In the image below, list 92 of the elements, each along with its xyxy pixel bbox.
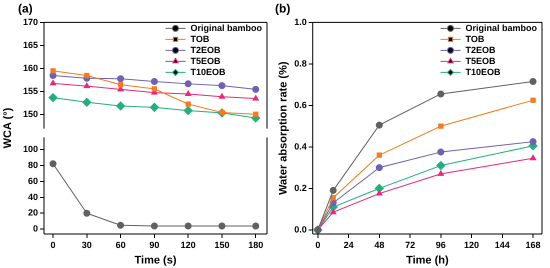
x-tick-label: 96: [436, 240, 446, 250]
y-tick-label: 80: [28, 160, 38, 170]
x-tick-label: 48: [374, 240, 384, 250]
point: [184, 106, 193, 116]
x-tick-label: 0: [50, 240, 56, 250]
chart-title: (a): [18, 2, 33, 16]
point: [437, 90, 444, 98]
x-tick-label: 120: [464, 240, 480, 250]
point: [116, 101, 126, 110]
point: [330, 208, 336, 214]
point: [48, 93, 58, 102]
y-tick-label: 0.0: [294, 224, 307, 234]
x-tick-label: 90: [149, 240, 160, 250]
legend-label: T10EOB: [465, 66, 502, 77]
point: [84, 72, 90, 78]
point: [252, 86, 260, 93]
point: [152, 86, 157, 92]
point: [117, 75, 124, 82]
point: [218, 222, 226, 230]
y-tick-label: 60: [28, 176, 38, 186]
point: [330, 186, 337, 194]
point: [50, 68, 56, 74]
point: [376, 190, 382, 196]
point: [530, 98, 536, 103]
legend-label: T5EOB: [190, 56, 222, 66]
y-tick-label: 100: [22, 144, 38, 154]
y-tick-label: 0.4: [294, 141, 307, 152]
y-tick-label: 150: [22, 109, 38, 120]
point: [118, 82, 124, 88]
x-tick-label: 60: [116, 240, 126, 250]
x-axis-title: Time (h): [406, 254, 449, 266]
point: [150, 78, 158, 86]
point: [82, 98, 92, 107]
y-tick-label: 170: [22, 16, 38, 27]
point: [530, 138, 537, 146]
y-axis-title: Water absorption rate (%): [278, 61, 290, 195]
point: [117, 222, 124, 229]
point: [184, 222, 192, 230]
y-axis-title: WCA (°): [2, 106, 14, 150]
legend-label: T10EOB: [190, 66, 226, 77]
point: [330, 195, 336, 200]
y-tick-label: 40: [28, 192, 38, 202]
point: [218, 82, 226, 90]
y-tick-label: 0.2: [294, 182, 307, 193]
x-tick-label: 168: [526, 240, 541, 250]
x-tick-label: 0: [315, 240, 320, 250]
y-tick-label: 0.6: [294, 100, 307, 110]
point: [185, 90, 192, 96]
point: [186, 102, 191, 107]
x-axis-title: Time (s): [134, 254, 177, 266]
x-tick-label: 24: [344, 240, 354, 250]
legend-label: T5EOB: [465, 56, 496, 66]
point: [376, 122, 383, 129]
point: [218, 93, 226, 99]
legend-label: T2EOB: [190, 44, 222, 55]
point: [50, 160, 57, 168]
point: [252, 95, 259, 101]
point: [436, 161, 446, 170]
point: [84, 82, 90, 88]
x-tick-label: 30: [82, 240, 92, 250]
legend-label: T2EOB: [465, 44, 496, 55]
y-tick-label: 155: [22, 86, 38, 96]
point: [184, 80, 192, 88]
chart-title: (b): [275, 2, 290, 16]
y-tick-label: 0: [32, 224, 38, 234]
x-tick-label: 72: [405, 240, 416, 250]
point: [150, 102, 159, 112]
x-tick-label: 144: [494, 240, 510, 250]
x-tick-label: 150: [214, 240, 230, 250]
point: [252, 222, 260, 230]
point: [530, 154, 536, 160]
point: [150, 222, 158, 230]
y-tick-label: 20: [28, 208, 38, 218]
point: [83, 210, 90, 217]
legend-label: Original bamboo: [465, 22, 538, 33]
legend-label: Original bamboo: [190, 22, 262, 33]
y-tick-label: 160: [22, 63, 38, 74]
point: [253, 112, 258, 117]
point: [530, 78, 537, 86]
point: [50, 80, 56, 86]
x-tick-label: 180: [248, 240, 264, 250]
point: [376, 152, 382, 158]
y-tick-label: 1.0: [294, 16, 307, 27]
point: [376, 164, 383, 172]
y-tick-label: 165: [22, 40, 38, 50]
x-tick-label: 120: [180, 240, 196, 250]
point: [437, 148, 444, 156]
legend-label: TOB: [465, 34, 485, 44]
point: [438, 170, 444, 176]
legend-label: TOB: [190, 34, 210, 44]
y-tick-label: 0.8: [294, 58, 307, 68]
point: [438, 124, 444, 129]
